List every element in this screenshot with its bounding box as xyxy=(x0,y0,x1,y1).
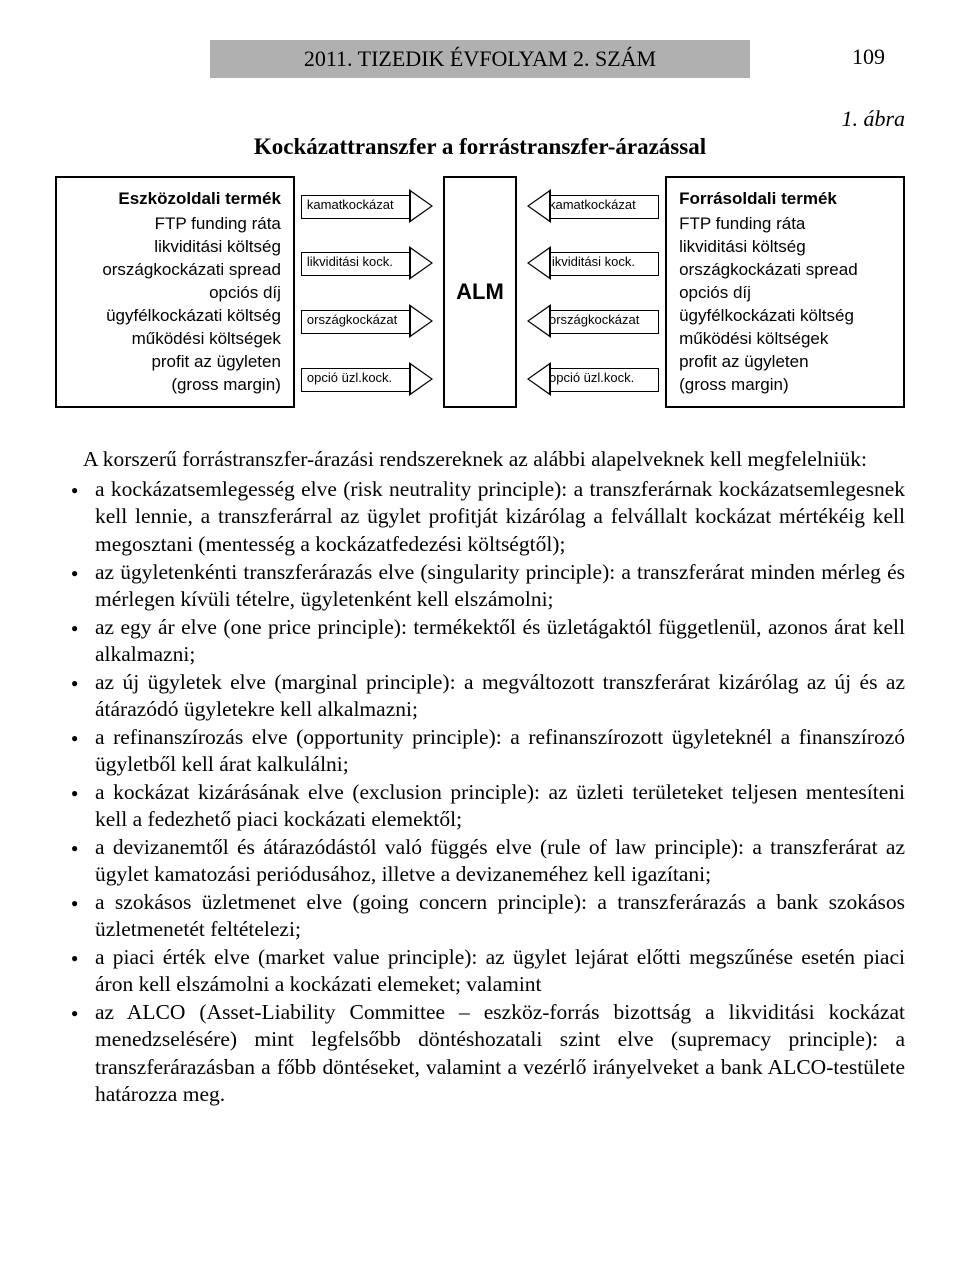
left-box-line: likviditási költség xyxy=(69,236,281,259)
list-item: az egy ár elve (one price principle): te… xyxy=(95,614,905,669)
list-item: az ügyletenkénti transzferárazás elve (s… xyxy=(95,559,905,614)
arrow-left: országkockázat xyxy=(523,306,659,336)
left-box-line: működési költségek xyxy=(69,328,281,351)
figure-title: Kockázattranszfer a forrástranszfer-áraz… xyxy=(55,134,905,160)
arrow-label: opció üzl.kock. xyxy=(549,370,653,385)
figure-label: 1. ábra xyxy=(55,106,905,132)
figure-diagram: Eszközoldali termék FTP funding ráta lik… xyxy=(55,176,905,408)
left-box-line: országkockázati spread xyxy=(69,259,281,282)
left-box-line: ügyfélkockázati költség xyxy=(69,305,281,328)
right-box-line: ügyfélkockázati költség xyxy=(679,305,891,328)
left-box-line: profit az ügyleten xyxy=(69,351,281,374)
arrow-label: országkockázat xyxy=(549,312,653,327)
list-item: a piaci érték elve (market value princip… xyxy=(95,944,905,999)
list-item: az új ügyletek elve (marginal principle)… xyxy=(95,669,905,724)
list-item: a kockázat kizárásának elve (exclusion p… xyxy=(95,779,905,834)
page-number: 109 xyxy=(852,44,885,70)
arrow-right: likviditási kock. xyxy=(301,248,437,278)
right-box-line: országkockázati spread xyxy=(679,259,891,282)
list-item: a devizanemtől és átárazódástól való füg… xyxy=(95,834,905,889)
list-item: az ALCO (Asset-Liability Committee – esz… xyxy=(95,999,905,1109)
arrow-label: kamatkockázat xyxy=(549,197,653,212)
arrow-left: kamatkockázat xyxy=(523,191,659,221)
right-box-line: profit az ügyleten xyxy=(679,351,891,374)
arrows-from-alm: kamatkockázat likviditási kock. országko… xyxy=(523,176,659,408)
running-text: 2011. TIZEDIK ÉVFOLYAM 2. SZÁM xyxy=(304,46,656,71)
arrow-label: országkockázat xyxy=(307,312,417,327)
right-box-line: FTP funding ráta xyxy=(679,213,891,236)
body-text: A korszerű forrástranszfer-árazási rends… xyxy=(55,446,905,1108)
principles-list: a kockázatsemlegesség elve (risk neutral… xyxy=(55,476,905,1109)
list-item: a refinanszírozás elve (opportunity prin… xyxy=(95,724,905,779)
arrow-label: likviditási kock. xyxy=(549,254,653,269)
left-box-line: FTP funding ráta xyxy=(69,213,281,236)
left-box-line: opciós díj xyxy=(69,282,281,305)
left-product-box: Eszközoldali termék FTP funding ráta lik… xyxy=(55,176,295,408)
right-product-box: Forrásoldali termék FTP funding ráta lik… xyxy=(665,176,905,408)
alm-box: ALM xyxy=(443,176,517,408)
arrow-label: kamatkockázat xyxy=(307,197,417,212)
list-item: a kockázatsemlegesség elve (risk neutral… xyxy=(95,476,905,559)
right-box-line: opciós díj xyxy=(679,282,891,305)
left-box-line: (gross margin) xyxy=(69,374,281,397)
arrow-label: opció üzl.kock. xyxy=(307,370,417,385)
running-header: 2011. TIZEDIK ÉVFOLYAM 2. SZÁM 109 xyxy=(210,40,750,78)
right-box-title: Forrásoldali termék xyxy=(679,188,891,211)
right-box-line: működési költségek xyxy=(679,328,891,351)
right-box-line: likviditási költség xyxy=(679,236,891,259)
arrow-left: likviditási kock. xyxy=(523,248,659,278)
intro-paragraph: A korszerű forrástranszfer-árazási rends… xyxy=(55,446,905,474)
arrow-right: kamatkockázat xyxy=(301,191,437,221)
arrow-label: likviditási kock. xyxy=(307,254,417,269)
list-item: a szokásos üzletmenet elve (going concer… xyxy=(95,889,905,944)
left-box-title: Eszközoldali termék xyxy=(69,188,281,211)
arrow-right: országkockázat xyxy=(301,306,437,336)
right-box-line: (gross margin) xyxy=(679,374,891,397)
arrow-left: opció üzl.kock. xyxy=(523,364,659,394)
arrow-right: opció üzl.kock. xyxy=(301,364,437,394)
arrows-to-alm: kamatkockázat likviditási kock. országko… xyxy=(301,176,437,408)
